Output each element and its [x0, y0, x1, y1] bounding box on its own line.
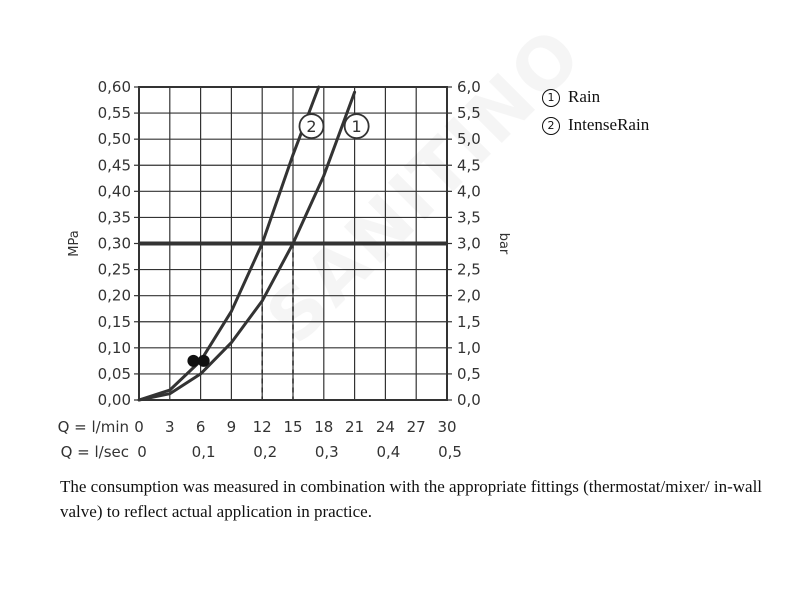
legend-label-rain: Rain	[568, 87, 601, 106]
caption: The consumption was measured in combinat…	[60, 477, 763, 521]
x-tick-label-lmin: 3	[165, 418, 175, 436]
x-tick-label-lmin: 9	[227, 418, 237, 436]
x-tick-label-lmin: 18	[314, 418, 333, 436]
left-tick-label: 0,20	[98, 287, 131, 305]
data-point	[197, 354, 210, 367]
right-tick-label: 6,0	[457, 78, 481, 96]
x-tick-label-lmin: 15	[283, 418, 302, 436]
left-tick-label: 0,40	[98, 182, 131, 200]
x-tick-label-lmin: 12	[253, 418, 272, 436]
data-point	[187, 354, 200, 367]
series-marker-circle	[298, 113, 325, 140]
x-tick-label-lmin: 0	[134, 418, 144, 436]
legend-marker-1: 1	[542, 89, 560, 107]
series-marker-circle	[343, 113, 370, 140]
x-tick-label-lmin: 6	[196, 418, 206, 436]
series-marker-label: 1	[352, 117, 362, 136]
series-line-intenserain	[137, 85, 321, 402]
legend-marker-2: 2	[542, 117, 560, 135]
series-marker-label: 2	[306, 117, 316, 136]
left-tick-label: 0,30	[98, 235, 131, 253]
right-tick-label: 3,0	[457, 235, 481, 253]
x-tick-label-lsec: 0,5	[438, 443, 462, 461]
legend: 1 Rain 2 IntenseRain	[542, 86, 649, 142]
right-tick-label: 2,5	[457, 261, 481, 279]
left-tick-label: 0,35	[98, 208, 131, 226]
right-tick-label: 5,0	[457, 130, 481, 148]
x-tick-label-lsec: 0,2	[253, 443, 277, 461]
legend-item-rain: 1 Rain	[542, 86, 649, 114]
left-tick-label: 0,60	[98, 78, 131, 96]
left-tick-label: 0,45	[98, 156, 131, 174]
left-tick-label: 0,05	[98, 365, 131, 383]
x-tick-label-lmin: 24	[376, 418, 395, 436]
x-tick-label-lmin: 27	[407, 418, 426, 436]
right-tick-label: 1,5	[457, 313, 481, 331]
series-line-rain	[137, 90, 357, 402]
right-tick-label: 3,5	[457, 208, 481, 226]
left-tick-label: 0,00	[98, 391, 131, 409]
right-tick-label: 1,0	[457, 339, 481, 357]
x-tick-label-lsec: 0,3	[315, 443, 339, 461]
x-tick-label-lsec: 0,1	[192, 443, 216, 461]
x-tick-label-lsec: 0,4	[376, 443, 400, 461]
legend-label-intenserain: IntenseRain	[568, 115, 650, 134]
right-tick-label: 4,5	[457, 156, 481, 174]
right-tick-label: 5,5	[457, 104, 481, 122]
left-axis-title: MPa	[67, 230, 82, 256]
right-axis-title: bar	[496, 233, 511, 255]
x-tick-label-lmin: 21	[345, 418, 364, 436]
left-tick-label: 0,10	[98, 339, 131, 357]
right-tick-label: 4,0	[457, 182, 481, 200]
left-tick-label: 0,15	[98, 313, 131, 331]
left-tick-label: 0,50	[98, 130, 131, 148]
left-tick-label: 0,55	[98, 104, 131, 122]
left-tick-label: 0,25	[98, 261, 131, 279]
x-axis-lsec-title: Q = l/sec	[61, 443, 129, 461]
x-tick-label-lsec: 0	[137, 443, 147, 461]
x-tick-label-lmin: 30	[437, 418, 456, 436]
legend-item-intenserain: 2 IntenseRain	[542, 114, 649, 142]
x-axis-lmin-title: Q = l/min	[58, 418, 129, 436]
right-tick-label: 0,0	[457, 391, 481, 409]
right-tick-label: 2,0	[457, 287, 481, 305]
right-tick-label: 0,5	[457, 365, 481, 383]
